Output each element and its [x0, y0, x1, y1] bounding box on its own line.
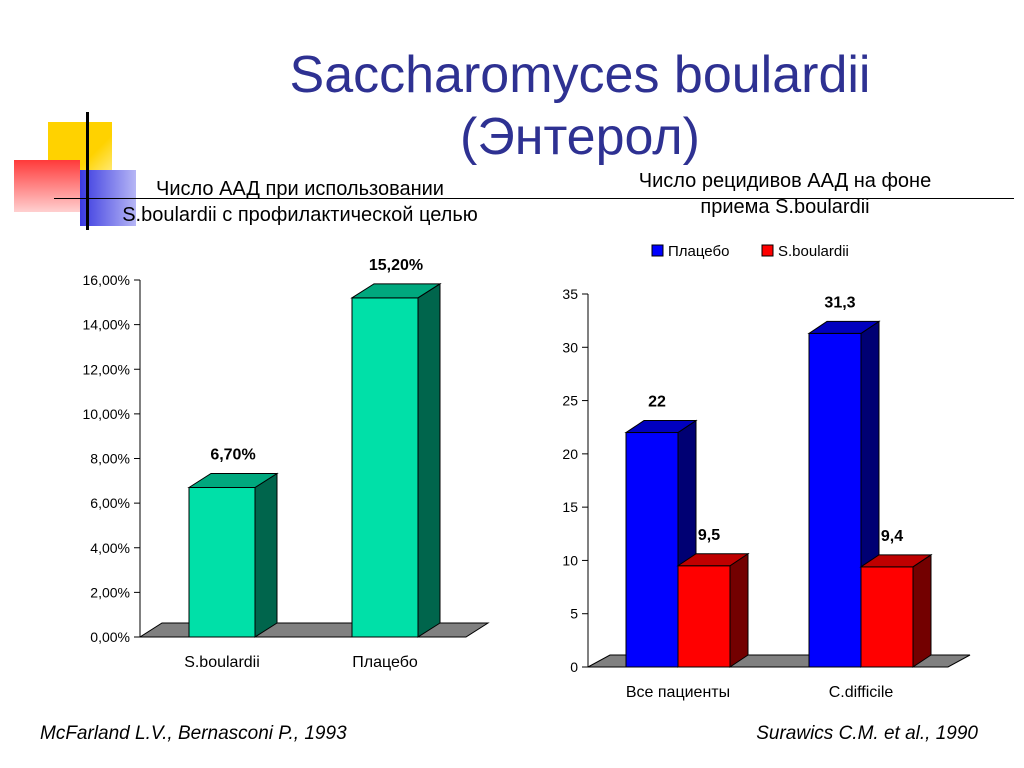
left-chart-data-label: 6,70% [210, 447, 255, 464]
right-chart-data-label: 9,5 [698, 527, 720, 544]
left-chart-y-tick-label: 6,00% [90, 495, 130, 511]
right-chart-y-tick-label: 0 [570, 659, 578, 675]
left-chart-bar [351, 297, 419, 638]
left-chart-title-line1: Число ААД при использовании [156, 178, 444, 200]
left-chart-title: Число ААД при использовании S.boulardii … [50, 176, 550, 228]
left-chart-bar-side [254, 472, 278, 638]
right-chart-bar [808, 332, 862, 668]
right-chart-legend-swatch [761, 244, 774, 257]
left-chart-y-tick-label: 4,00% [90, 540, 130, 556]
decor-horizontal-line [54, 198, 1014, 199]
right-chart-bar [860, 566, 914, 668]
right-chart-legend-label: Плацебо [668, 243, 729, 260]
right-chart-title: Число рецидивов ААД на фоне приема S.bou… [560, 168, 1010, 220]
left-chart-bar [188, 487, 256, 638]
right-chart-title-line1: Число рецидивов ААД на фоне [638, 170, 932, 192]
left-chart-bar-top [350, 283, 442, 299]
left-chart-x-tick-label: Плацебо [352, 654, 418, 671]
slide-title-line2: (Энтерол) [460, 108, 700, 166]
right-chart-bar-top [859, 554, 933, 568]
citation-left: McFarland L.V., Bernasconi P., 1993 [40, 723, 347, 744]
right-chart-legend-label: S.boulardii [778, 243, 849, 260]
left-chart-y-tick-label: 8,00% [90, 451, 130, 467]
right-chart-x-tick-label: C.difficile [829, 684, 894, 701]
left-chart-y-tick-label: 16,00% [83, 272, 130, 288]
decor-red-square [14, 160, 80, 212]
right-chart-y-tick-label: 25 [562, 393, 578, 409]
right-chart-bar-side [912, 553, 932, 668]
right-chart-bar [677, 565, 731, 668]
left-chart-bar-side [417, 282, 441, 638]
left-chart-x-tick-label: S.boulardii [184, 654, 260, 671]
decor-vertical-line [86, 112, 89, 230]
left-chart-title-line2: S.boulardii с профилактической целью [122, 204, 478, 226]
right-chart-bar-top [807, 320, 881, 334]
right-chart-bar [625, 432, 679, 668]
right-chart-bar-top [624, 420, 698, 434]
right-chart-y-tick-label: 35 [562, 286, 578, 302]
left-chart-y-tick-label: 2,00% [90, 584, 130, 600]
left-chart-y-tick-label: 10,00% [83, 406, 130, 422]
slide-title: Saccharomyces boulardii (Энтерол) [180, 44, 980, 168]
right-chart-y-tick-label: 5 [570, 606, 578, 622]
left-chart-data-label: 15,20% [369, 257, 423, 274]
right-chart-legend-swatch [651, 244, 664, 257]
right-chart-title-line2: приема S.boulardii [700, 196, 870, 218]
citation-right: Surawics C.M. et al., 1990 [756, 723, 978, 744]
right-chart-bar-side [729, 552, 749, 668]
right-chart-data-label: 22 [648, 394, 666, 411]
right-chart-data-label: 9,4 [881, 528, 903, 545]
right-chart-y-tick-label: 15 [562, 499, 578, 515]
right-chart-y-tick-label: 10 [562, 552, 578, 568]
right-chart-data-label: 31,3 [824, 294, 855, 311]
slide-title-line1: Saccharomyces boulardii [289, 46, 871, 104]
left-chart-bar-top [187, 473, 279, 489]
left-chart-y-tick-label: 0,00% [90, 629, 130, 645]
left-chart-y-tick-label: 12,00% [83, 361, 130, 377]
left-chart-y-tick-label: 14,00% [83, 317, 130, 333]
right-chart-y-tick-label: 20 [562, 446, 578, 462]
right-chart-bar-top [676, 553, 750, 567]
right-chart-y-tick-label: 30 [562, 339, 578, 355]
right-chart-x-tick-label: Все пациенты [626, 684, 730, 701]
